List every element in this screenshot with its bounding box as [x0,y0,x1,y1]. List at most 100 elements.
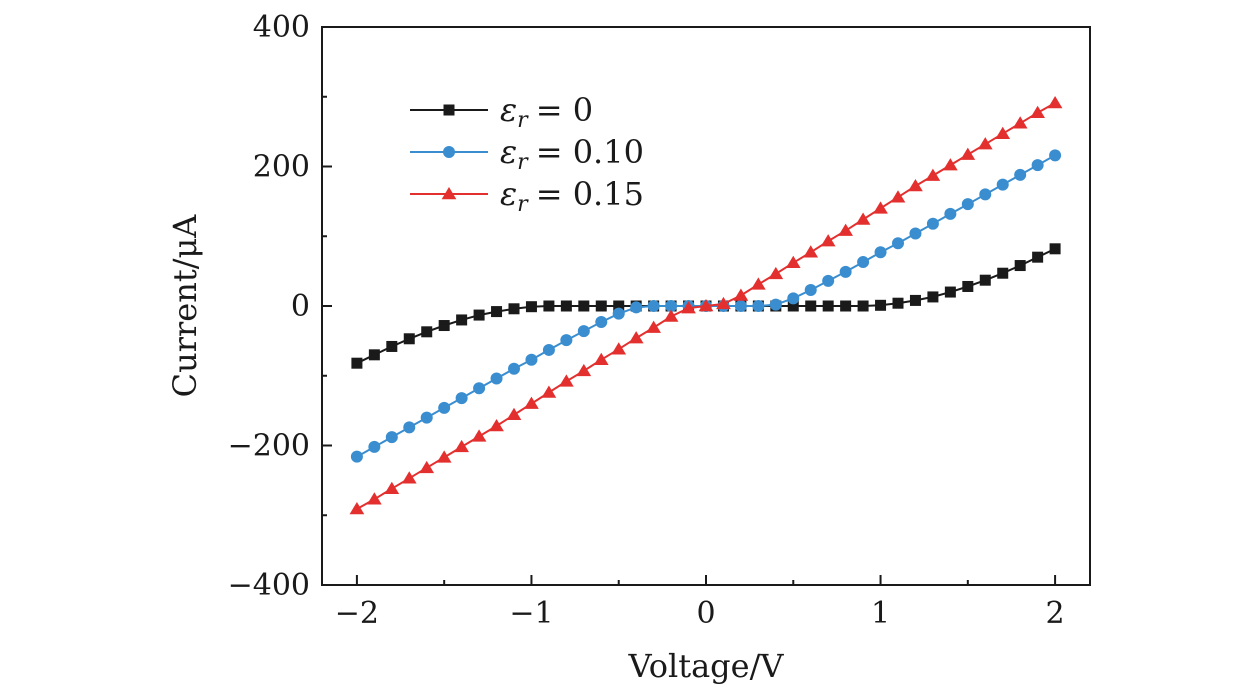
data-point [508,303,520,315]
data-point [543,300,555,312]
data-point [1014,168,1027,181]
y-tick-label: 400 [253,10,310,45]
legend-marker [443,104,455,116]
data-point [420,411,433,424]
data-point [386,340,398,352]
legend-symbol: ε [500,175,517,213]
data-point [384,481,400,494]
data-point [769,298,782,311]
data-point [349,501,365,515]
data-point [524,396,539,409]
data-point [419,460,435,474]
data-point [979,188,992,201]
legend-label: εr = 0.15 [500,175,644,217]
data-point [403,333,415,345]
data-point [351,357,363,369]
data-point [1049,243,1061,255]
data-point [368,440,381,453]
data-point [944,286,956,298]
data-point [508,362,520,375]
data-point [839,265,852,278]
data-point [593,352,609,365]
legend-marker [443,146,455,158]
data-point [787,300,799,312]
legend-label: εr = 0.10 [500,133,644,175]
data-point [962,280,974,292]
data-point [943,158,958,171]
x-tick-label: 0 [696,596,715,631]
data-point [805,300,817,312]
data-point [681,301,696,314]
legend-label: εr = 0 [500,91,593,133]
data-point [979,274,991,286]
data-point [630,301,643,314]
data-point [647,300,660,312]
data-point [401,471,417,484]
data-point [368,349,380,361]
data-point [1012,116,1028,129]
data-point [1014,260,1026,272]
legend-subscript: r [517,150,529,175]
y-tick-label: −200 [228,429,310,464]
data-point [1030,105,1045,119]
data-point [455,392,468,405]
data-point [996,178,1009,191]
data-point [926,217,939,230]
legend-marker [441,187,457,200]
data-point [611,342,627,355]
data-point [385,431,398,444]
legend-entry: εr = 0 [410,91,593,133]
y-tick-label: 0 [291,289,310,324]
data-point [873,201,888,214]
x-tick-label: 1 [871,596,890,631]
data-point [787,292,800,305]
data-point [438,401,451,414]
data-point [525,301,537,313]
legend-subscript: r [517,108,529,133]
data-point [578,300,590,312]
data-point [997,267,1009,279]
data-point [751,277,766,290]
data-point [838,223,853,236]
data-point [560,334,573,347]
legend-entry: εr = 0.10 [410,133,644,175]
data-point [944,207,957,220]
legend-value: = 0.15 [536,175,644,213]
legend-value: = 0 [536,91,593,129]
data-point [857,300,869,312]
y-axis-title: Current/μA [166,214,204,398]
data-point [734,300,747,312]
data-point [421,326,433,338]
data-point [925,168,941,181]
data-point [908,179,923,192]
data-point [804,283,817,296]
data-point [525,353,538,366]
legend-symbol: ε [500,133,517,171]
data-point [438,320,450,332]
data-point [506,407,522,421]
data-point [613,300,625,312]
data-point [595,316,608,329]
data-point [857,256,870,269]
data-point [892,297,904,309]
data-point [473,382,486,395]
data-point [436,450,452,463]
data-point [803,245,819,258]
data-point [491,306,503,318]
data-point [716,296,731,310]
data-point [874,246,887,259]
series-layer [349,96,1063,515]
x-axis-title: Voltage/V [628,647,785,685]
data-point [1049,149,1062,162]
data-point [909,227,922,240]
data-point [663,309,679,322]
data-point [733,288,749,301]
data-point [350,450,363,463]
data-point [541,385,557,398]
series-triangle [349,96,1063,515]
data-point [367,492,382,505]
legend-symbol: ε [500,91,517,129]
data-point [977,137,993,150]
data-point [489,418,504,432]
